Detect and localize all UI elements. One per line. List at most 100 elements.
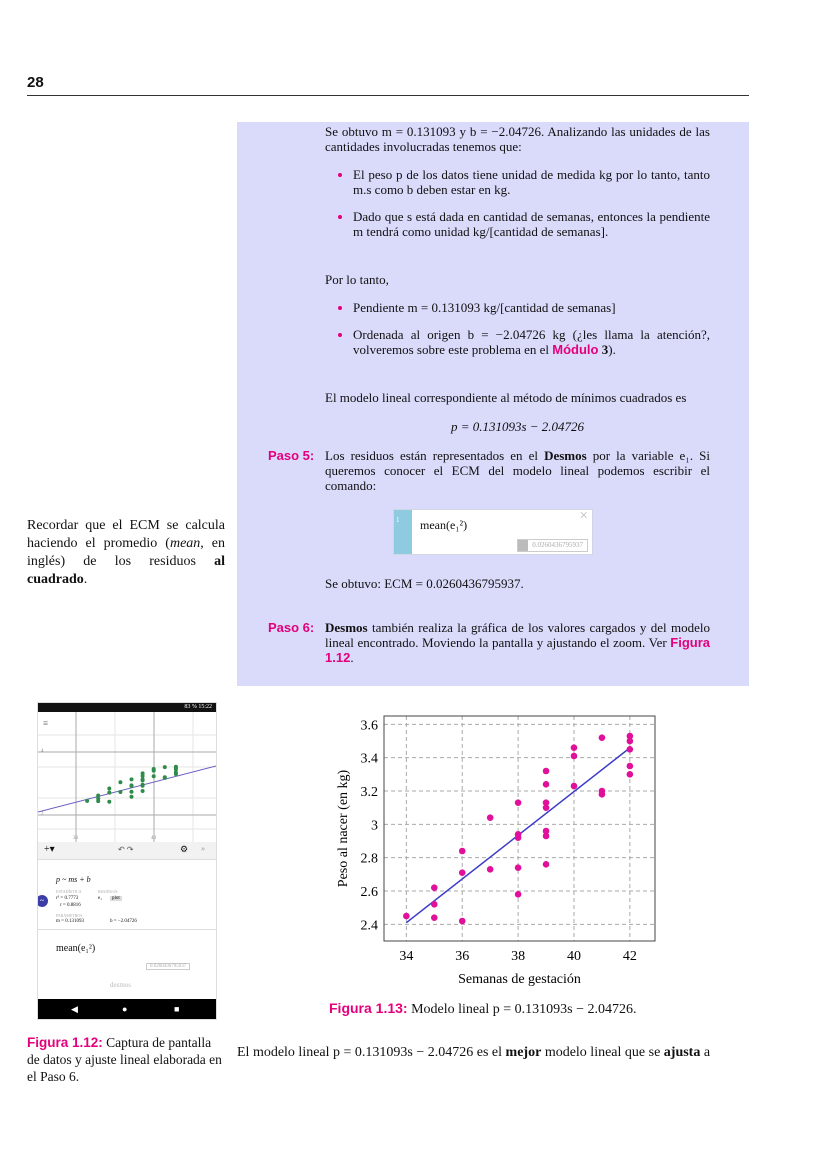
- data-point: [542, 861, 550, 868]
- data-point: [542, 804, 550, 811]
- modulo-link[interactable]: Módulo: [552, 342, 599, 357]
- close-icon[interactable]: ×: [579, 508, 588, 524]
- header-rule: [27, 95, 749, 96]
- x-tick: 33: [73, 836, 79, 841]
- page-number: 28: [27, 74, 44, 91]
- text: por la variable e₁. Si queremos conocer …: [325, 448, 710, 493]
- desmos-watermark: desmos: [110, 981, 131, 989]
- undo-icon[interactable]: ↶ ↷: [118, 845, 134, 854]
- phone-data-point: [96, 793, 101, 798]
- label: RESIDUOS: [98, 889, 118, 894]
- toolbar: +▾ ↶ ↷ ⚙ »: [38, 842, 216, 860]
- data-point: [542, 827, 550, 835]
- param-m: m = 0.131093: [56, 919, 84, 924]
- collapse-icon[interactable]: »: [201, 844, 205, 853]
- y-tick-label: 3.4: [361, 752, 379, 767]
- bullets-units: El peso p de los datos tiene unidad de m…: [325, 167, 710, 251]
- bullet: Dado que s está dada en cantidad de sema…: [353, 209, 710, 239]
- data-point: [626, 771, 634, 778]
- status-bar: 83 % 15:22: [38, 703, 216, 712]
- y-tick: 4: [41, 749, 44, 754]
- plot-button[interactable]: plot: [110, 896, 122, 901]
- add-icon[interactable]: +▾: [44, 844, 55, 855]
- text: mejor: [505, 1045, 542, 1060]
- data-point: [542, 767, 550, 775]
- data-point: [570, 782, 578, 790]
- recents-icon[interactable]: ■: [174, 1004, 180, 1014]
- phone-data-point: [173, 772, 178, 777]
- caption-label: Figura 1.13:: [329, 1000, 408, 1016]
- desmos-bold: Desmos: [544, 448, 587, 463]
- phone-data-point: [107, 799, 112, 804]
- bottom-paragraph: El modelo lineal p = 0.131093s − 2.04726…: [237, 1045, 710, 1061]
- bullet-pendiente: Pendiente m = 0.131093 kg/[cantidad de s…: [353, 300, 710, 315]
- y-tick-label: 3.2: [361, 785, 379, 800]
- text: El modelo lineal p = 0.131093s − 2.04726…: [237, 1045, 506, 1060]
- index: 1: [396, 516, 400, 524]
- text: , en inglés) de los residuos: [27, 536, 225, 569]
- expression-index-bar: 1: [394, 510, 412, 554]
- data-point: [542, 799, 550, 806]
- gear-icon[interactable]: ⚙: [180, 844, 189, 854]
- data-point: [626, 762, 634, 770]
- r: r = 0.8816: [60, 903, 81, 908]
- bullet-text: Ordenada al origen b = −2.04726 kg (¿les…: [353, 327, 710, 357]
- data-point: [430, 884, 438, 891]
- phone-data-point: [140, 789, 145, 794]
- caption-text: Modelo lineal p = 0.131093s − 2.04726.: [407, 1002, 637, 1017]
- text: a: [700, 1045, 711, 1060]
- text: modelo lineal que se: [541, 1045, 664, 1060]
- data-point: [430, 901, 438, 908]
- text: Recordar que el ECM se calcula haciendo …: [27, 518, 225, 551]
- data-point: [458, 847, 466, 855]
- data-point: [458, 917, 466, 925]
- phone-data-point: [151, 774, 156, 779]
- phone-data-point: [162, 775, 167, 780]
- y-axis-label: Peso al nacer (en kg): [336, 769, 351, 887]
- text: mean: [169, 536, 201, 551]
- x-axis-label: Semanas de gestación: [458, 972, 581, 987]
- phone-data-point: [173, 767, 178, 772]
- desmos-logo-icon: ~: [38, 895, 48, 907]
- x-tick: 40: [151, 836, 157, 841]
- example-box: [237, 122, 749, 686]
- expression[interactable]: mean(e₁²): [420, 518, 468, 532]
- x-tick-label: 34: [399, 949, 413, 964]
- back-icon[interactable]: ◀: [71, 1004, 78, 1014]
- phone-data-point: [129, 794, 134, 799]
- data-point: [514, 864, 522, 871]
- data-point: [570, 744, 578, 751]
- data-point: [403, 912, 410, 920]
- regression-expr[interactable]: p ~ ms + b: [56, 875, 91, 884]
- desmos-expression-box[interactable]: 1 mean(e₁²) × 0.0260436795937: [393, 508, 593, 555]
- text: al cuadrado: [27, 554, 225, 587]
- modulo-number: 3: [601, 342, 609, 357]
- text: también realiza la gráfica de los valore…: [325, 620, 710, 650]
- margin-note: Recordar que el ECM se calcula haciendo …: [27, 517, 225, 589]
- home-icon[interactable]: ●: [122, 1004, 128, 1014]
- data-point: [542, 832, 550, 840]
- paso6-text: Desmos también realiza la gráfica de los…: [325, 620, 710, 665]
- phone-data-point: [151, 768, 156, 773]
- fit-line: [38, 765, 216, 813]
- data-point: [458, 869, 466, 876]
- x-tick-label: 40: [567, 949, 581, 964]
- text: .: [350, 650, 354, 665]
- bullet-end: ).: [608, 342, 616, 357]
- phone-data-point: [129, 784, 134, 789]
- data-point: [514, 834, 522, 841]
- figure-link[interactable]: Figura 1.12: [325, 635, 710, 665]
- mean-expr[interactable]: mean(e₁²): [56, 943, 96, 954]
- phone-data-point: [107, 790, 112, 795]
- data-point: [626, 746, 634, 753]
- phone-data-point: [129, 789, 134, 794]
- menu-icon[interactable]: ≡: [43, 718, 48, 728]
- data-point: [626, 737, 634, 745]
- desmos-graph[interactable]: 4 2 33 40 ≡: [38, 712, 216, 842]
- desmos-bold: Desmos: [325, 620, 368, 635]
- data-point: [598, 734, 606, 741]
- label: ESTADÍSTICA: [56, 889, 82, 894]
- phone-screenshot: 83 % 15:22 4 2 33 40 ≡ +▾ ↶ ↷ ⚙ » p ~ ms…: [37, 702, 217, 1020]
- data-point: [626, 732, 634, 740]
